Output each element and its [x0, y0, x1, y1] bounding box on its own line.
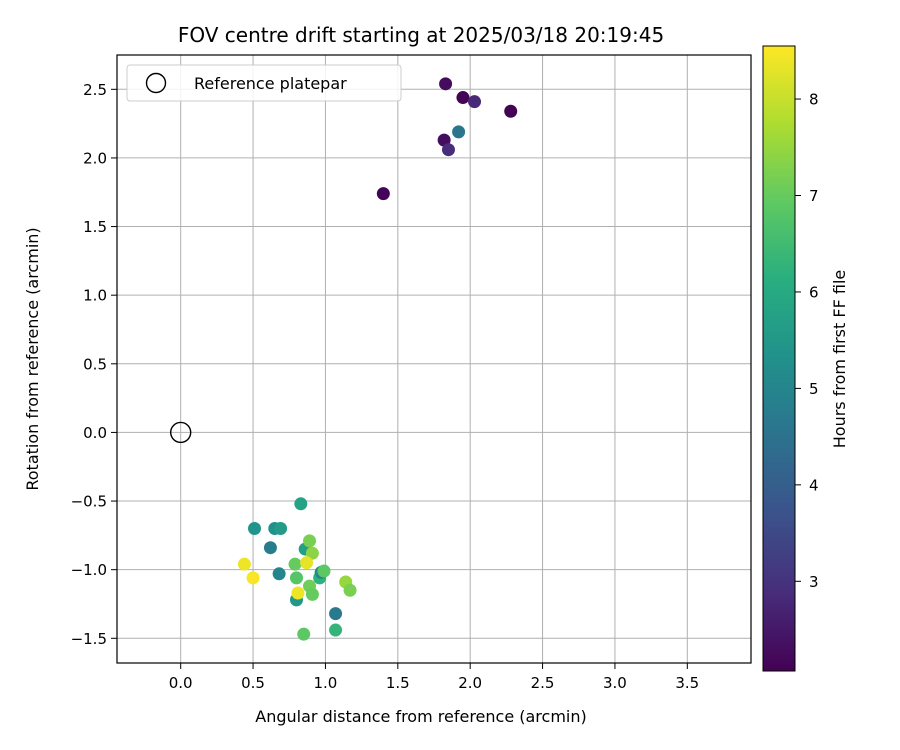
y-tick-label: −1.0	[71, 561, 107, 579]
colorbar-tick-label: 8	[809, 91, 819, 109]
y-tick-label: 0.5	[83, 355, 107, 373]
y-tick-label: 1.0	[83, 287, 107, 305]
data-point	[439, 77, 453, 91]
colorbar-gradient	[762, 45, 796, 672]
y-tick-label: 1.5	[83, 218, 107, 236]
x-tick-label: 1.0	[314, 674, 338, 692]
data-point	[468, 95, 482, 109]
x-tick-label: 1.5	[386, 674, 410, 692]
chart-title: FOV centre drift starting at 2025/03/18 …	[178, 23, 664, 47]
colorbar-tick-label: 5	[809, 380, 819, 398]
data-point	[274, 521, 288, 535]
data-point	[452, 125, 466, 139]
data-point	[343, 583, 357, 597]
y-axis: −1.5 −1.0 −0.5 0.0 0.5 1.0 1.5 2.0 2.5	[71, 81, 117, 648]
reference-point	[169, 421, 192, 444]
colorbar-tick-label: 6	[809, 283, 819, 301]
data-point	[441, 143, 455, 157]
x-axis-label: Angular distance from reference (arcmin)	[255, 707, 586, 726]
reference-marker	[169, 421, 192, 444]
data-point	[300, 556, 314, 570]
x-tick-label: 2.0	[458, 674, 482, 692]
x-axis: 0.0 0.5 1.0 1.5 2.0 2.5 3.0 3.5	[169, 663, 699, 692]
data-point	[329, 623, 343, 637]
data-point	[248, 521, 262, 535]
x-tick-label: 0.5	[241, 674, 265, 692]
data-point	[263, 541, 277, 555]
data-point	[294, 497, 308, 511]
x-tick-label: 2.5	[531, 674, 555, 692]
y-tick-label: −1.5	[71, 630, 107, 648]
colorbar-tick-label: 7	[809, 187, 819, 205]
data-point	[376, 187, 390, 201]
data-point	[291, 586, 305, 600]
y-axis-label: Rotation from reference (arcmin)	[23, 227, 42, 490]
data-point	[305, 546, 319, 560]
scatter-points	[237, 77, 518, 641]
data-point	[456, 91, 470, 105]
data-point	[504, 104, 518, 118]
grid	[117, 55, 751, 663]
data-point	[246, 571, 260, 585]
plot-frame	[116, 54, 752, 664]
colorbar-ticks: 3 4 5 6 7 8	[795, 91, 819, 591]
data-point	[237, 557, 251, 571]
data-point	[289, 571, 303, 585]
legend-entry-reference: Reference platepar	[194, 74, 347, 93]
data-point	[272, 567, 286, 581]
x-tick-label: 0.0	[169, 674, 193, 692]
legend-marker	[145, 72, 167, 94]
data-point	[317, 564, 331, 578]
y-tick-label: 2.5	[83, 81, 107, 99]
legend: Reference platepar	[126, 64, 402, 102]
colorbar-tick-label: 4	[809, 476, 819, 494]
y-tick-label: 0.0	[83, 424, 107, 442]
legend-box	[126, 64, 402, 102]
y-tick-label: 2.0	[83, 149, 107, 167]
y-tick-label: −0.5	[71, 493, 107, 511]
data-point	[305, 587, 319, 601]
data-point	[329, 607, 343, 621]
x-tick-label: 3.0	[603, 674, 627, 692]
data-point	[297, 627, 311, 641]
colorbar: 3 4 5 6 7 8 Hours from first FF file	[762, 45, 849, 672]
data-point	[288, 557, 302, 571]
x-tick-label: 3.5	[675, 674, 699, 692]
colorbar-tick-label: 3	[809, 573, 819, 591]
colorbar-label: Hours from first FF file	[830, 270, 849, 449]
data-point	[303, 534, 317, 548]
